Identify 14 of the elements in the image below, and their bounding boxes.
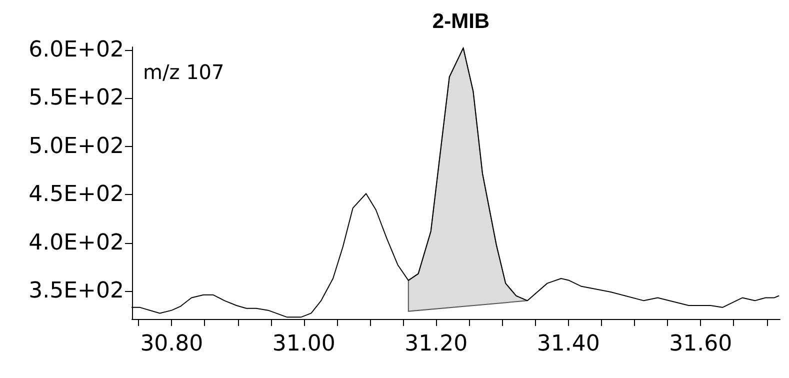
x-tick-label: 30.80 xyxy=(140,332,204,356)
y-tick-label: 3.5E+02 xyxy=(28,278,124,304)
y-tick-label: 6.0E+02 xyxy=(28,37,124,62)
y-tick-label: 4.0E+02 xyxy=(28,230,124,256)
annotation: m/z 107 xyxy=(143,60,224,84)
x-tick-label: 31.60 xyxy=(669,332,732,356)
y-tick-label: 5.5E+02 xyxy=(28,86,124,111)
line-series xyxy=(132,47,780,318)
x-tick-label: 31.00 xyxy=(272,332,336,356)
x-tick-label: 31.40 xyxy=(536,332,600,356)
x-tick-label: 31.20 xyxy=(404,332,468,356)
y-tick-label: 4.5E+02 xyxy=(28,182,124,208)
y-tick-label: 5.0E+02 xyxy=(28,134,124,159)
chart-title: 2-MIB xyxy=(432,10,490,33)
